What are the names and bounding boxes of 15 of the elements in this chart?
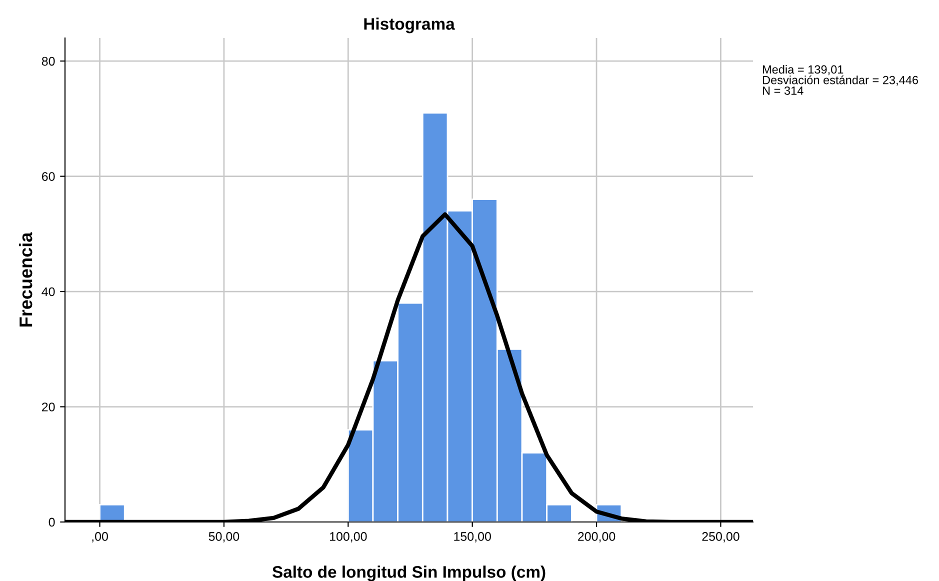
x-tick-label: ,00 [92,532,108,542]
chart-title: Histograma [364,18,455,34]
x-tick-label: 150,00 [454,532,491,542]
x-tick-label: 100,00 [330,532,367,542]
y-tick-label: 80 [42,56,55,66]
x-tick-label: 50,00 [208,532,240,542]
y-tick-label: 40 [42,287,55,296]
y-tick-label: 60 [42,172,55,181]
text: Media = 139,01 Desviación estándar = 23,446 N = 314 [762,65,918,95]
y-tick-label: 0 [48,518,55,527]
x-axis-title: Salto de longitud Sin Impulso (cm) [272,566,546,581]
x-tick-label: 250,00 [702,532,740,542]
x-tick-label: 200,00 [578,532,616,542]
y-tick-label: 20 [42,402,55,412]
y-axis-title: Frecuencia [18,232,32,326]
